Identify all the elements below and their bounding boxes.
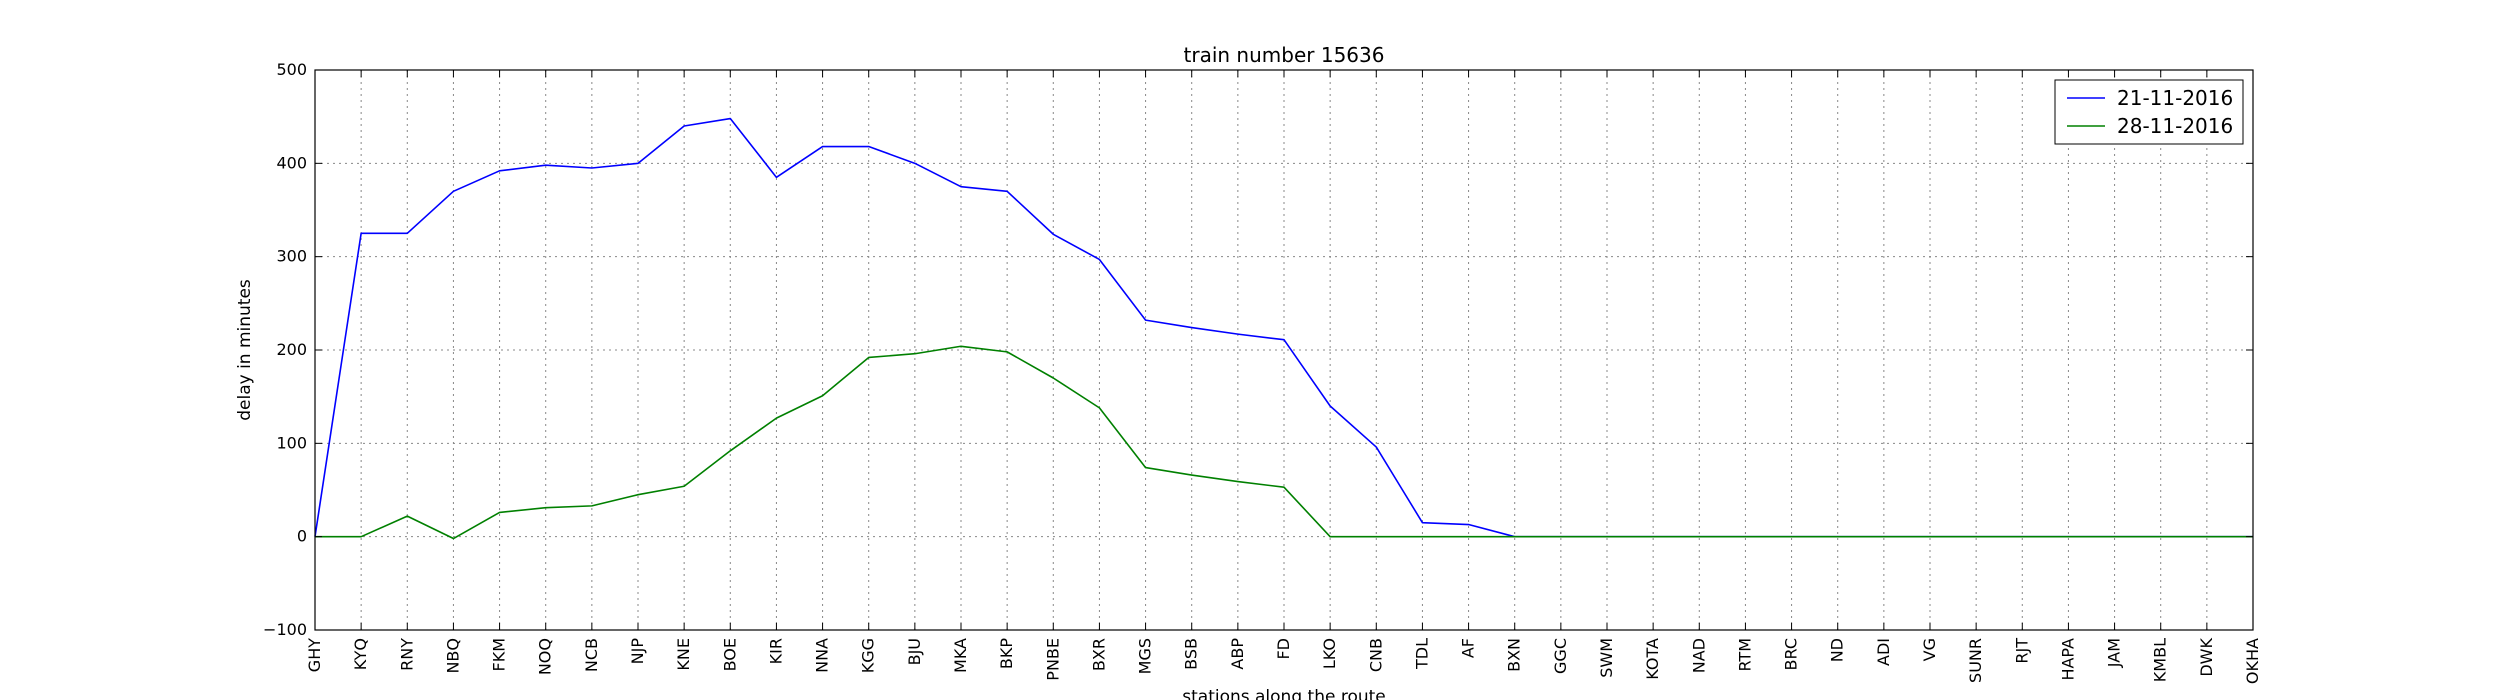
x-tick-label: NBQ	[443, 638, 462, 674]
y-tick-label: 200	[276, 340, 307, 359]
series-layer	[314, 117, 2253, 540]
x-tick-label: HAPA	[2058, 638, 2077, 681]
x-tick-label: DWK	[2197, 638, 2216, 677]
x-tick-label: RJT	[2012, 638, 2031, 664]
grid-layer	[314, 69, 2254, 631]
x-tick-label: FKM	[490, 638, 509, 672]
x-tick-label: VG	[1920, 638, 1939, 661]
series-line-2	[315, 345, 2253, 540]
legend-label-1: 21-11-2016	[2117, 86, 2233, 110]
x-tick-label: MKA	[951, 638, 970, 673]
x-tick-label: NOQ	[536, 638, 555, 675]
x-tick-label: KOTA	[1643, 638, 1662, 680]
x-tick-label: BKP	[997, 638, 1016, 669]
x-tick-label: LKO	[1320, 638, 1339, 669]
x-tick-label: BRC	[1782, 638, 1801, 670]
y-tick-label: −100	[263, 620, 307, 639]
x-tick-label: NJP	[628, 638, 647, 665]
x-tick-label: GHY	[305, 638, 324, 672]
x-tick-label: FD	[1274, 638, 1293, 660]
legend-label-2: 28-11-2016	[2117, 114, 2233, 138]
x-tick-label: BXN	[1505, 638, 1524, 672]
x-tick-label: RTM	[1735, 638, 1754, 672]
y-tick-label: 400	[276, 153, 307, 172]
x-tick-label: NCB	[582, 638, 601, 672]
x-tick-label: RNY	[397, 638, 416, 671]
x-tick-label: KIR	[766, 638, 785, 664]
x-tick-label: ADI	[1874, 638, 1893, 666]
chart-title: train number 15636	[1184, 43, 1385, 67]
x-tick-label: NNA	[813, 638, 832, 673]
x-tick-label: TDL	[1412, 638, 1431, 670]
x-tick-label: GGC	[1551, 638, 1570, 674]
tick-layer: GHY KYQ RNY NBQ FKM NOQ NCB NJP KNE BOE KIR NNA KGG B…	[263, 60, 2262, 684]
x-tick-label: BJU	[905, 638, 924, 665]
x-tick-label: OKHA	[2243, 638, 2262, 684]
y-tick-label: 500	[276, 60, 307, 79]
x-tick-label: KMBL	[2151, 638, 2170, 682]
x-tick-label: KGG	[859, 638, 878, 673]
x-tick-label: PNBE	[1043, 638, 1062, 681]
x-axis-label: stations along the route	[1182, 687, 1386, 700]
x-tick-label: KNE	[674, 638, 693, 671]
x-tick-label: MGS	[1136, 638, 1155, 674]
y-tick-label: 300	[276, 247, 307, 266]
x-tick-label: AF	[1459, 638, 1478, 658]
x-tick-label: BSB	[1182, 638, 1201, 670]
x-tick-label: ND	[1828, 638, 1847, 662]
x-tick-label: BXR	[1089, 638, 1108, 671]
legend: 21-11-2016 28-11-2016	[2054, 79, 2244, 145]
y-axis-label: delay in minutes	[235, 279, 255, 421]
x-tick-label: BOE	[720, 638, 739, 671]
y-tick-label: 100	[276, 433, 307, 452]
x-tick-label: KYQ	[351, 638, 370, 670]
x-tick-label: CNB	[1366, 638, 1385, 672]
x-tick-label: ABP	[1228, 638, 1247, 670]
x-tick-label: NAD	[1689, 638, 1708, 673]
x-tick-label: SWM	[1597, 638, 1616, 678]
x-tick-label: JAM	[2105, 638, 2124, 668]
legend-box	[2054, 79, 2244, 145]
y-tick-label: 0	[297, 527, 307, 546]
x-tick-label: SUNR	[1966, 638, 1985, 683]
